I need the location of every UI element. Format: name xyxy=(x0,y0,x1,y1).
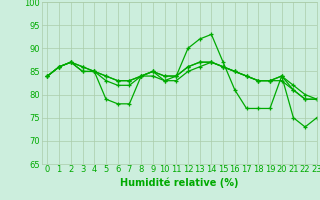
X-axis label: Humidité relative (%): Humidité relative (%) xyxy=(120,177,238,188)
